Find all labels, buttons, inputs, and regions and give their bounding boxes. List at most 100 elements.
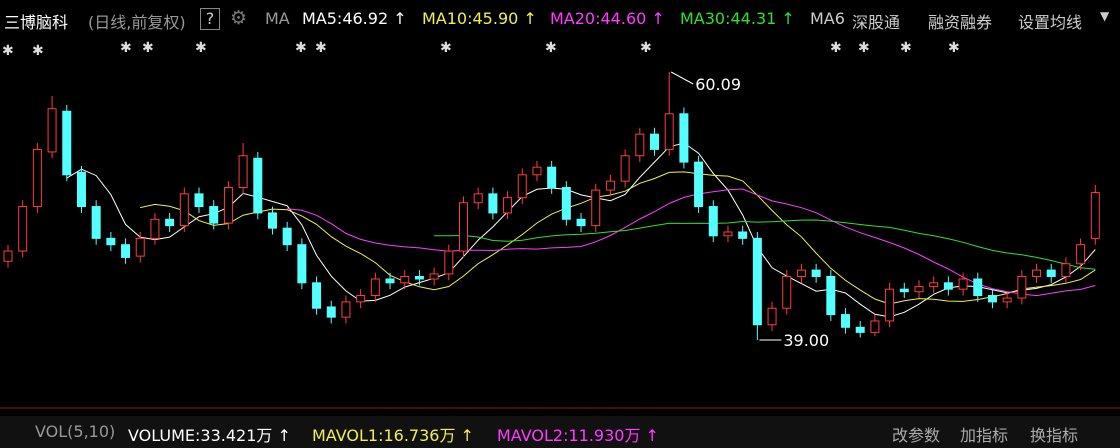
candle-body [870, 320, 880, 333]
ma-legend: MA10:45.90 ↑ [422, 9, 537, 28]
candle-body [165, 218, 175, 227]
svg-text:✱: ✱ [545, 40, 557, 56]
candle-body [1017, 275, 1027, 299]
ma-line [434, 219, 1096, 270]
svg-text:✱: ✱ [120, 40, 132, 56]
candle-body [591, 189, 601, 227]
candle-body [458, 202, 468, 252]
candle-body [444, 250, 454, 275]
ma-line [66, 142, 1096, 318]
volume-legend: MAVOL2:11.930万 ↑ [497, 426, 659, 445]
candle-body [297, 244, 307, 284]
candle-body [885, 288, 895, 322]
candle-body [414, 275, 424, 280]
candle-body [267, 212, 277, 229]
candle-body [503, 197, 513, 214]
help-button[interactable]: ? [200, 8, 220, 30]
candle-body [547, 166, 557, 189]
button[interactable]: 换指标 [1030, 426, 1079, 445]
candle-body [973, 278, 983, 297]
candle-body [811, 269, 821, 277]
candle-body [517, 174, 527, 199]
link[interactable]: 深股通 [852, 13, 901, 32]
svg-text:✱: ✱ [640, 40, 652, 56]
button[interactable]: 改参数 [892, 426, 941, 445]
svg-text:✱: ✱ [948, 40, 960, 56]
annotation: 60.09 [695, 75, 741, 94]
ma-label: MA [265, 9, 290, 28]
candle-body [532, 166, 542, 176]
candle-body [826, 275, 836, 316]
candle-body [664, 113, 674, 150]
svg-text:✱: ✱ [440, 40, 452, 56]
candle-body [18, 206, 28, 252]
candle-body [62, 110, 72, 176]
dropdown-icon[interactable]: ▼ [1100, 9, 1110, 23]
candle-body [488, 193, 498, 214]
link[interactable]: 设置均线 [1018, 13, 1083, 32]
candle-body [914, 286, 924, 293]
button[interactable]: 加指标 [960, 426, 1009, 445]
candle-body [253, 157, 263, 214]
svg-text:✱: ✱ [315, 40, 327, 56]
candle-body [943, 282, 953, 290]
candle-body [238, 155, 248, 189]
candle-body [723, 231, 733, 237]
candle-body [635, 133, 645, 157]
candle-body [679, 113, 689, 163]
annotation: 39.00 [783, 331, 829, 350]
ma-legend: MA20:44.60 ↑ [550, 9, 665, 28]
candle-body [708, 206, 718, 237]
candle-body [282, 227, 292, 246]
candle-body [341, 301, 351, 318]
candle-body [32, 148, 42, 208]
candle-body [620, 155, 630, 182]
svg-text:✱: ✱ [295, 40, 307, 56]
candle-body [1076, 244, 1086, 265]
candle-body [929, 282, 939, 288]
candle-body [841, 314, 851, 328]
candle-body [312, 282, 322, 309]
candle-body [76, 171, 86, 208]
svg-text:✱: ✱ [32, 43, 44, 59]
settings-icon[interactable]: ⚙ [230, 7, 248, 29]
candle-body [1061, 263, 1071, 277]
svg-text:✱: ✱ [858, 40, 870, 56]
candle-body [576, 218, 586, 227]
candle-body [356, 295, 366, 303]
candle-body [958, 278, 968, 290]
candle-body [1002, 297, 1012, 303]
markers: ✱ ✱ ✱ ✱ ✱ ✱ ✱ ✱ ✱ ✱ ✱ ✱ ✱ ✱ [2, 40, 960, 59]
volume-bar-bg [0, 416, 1120, 448]
stock-name: 三博脑科 [4, 13, 69, 32]
candle-body [3, 250, 13, 262]
svg-text:✱: ✱ [142, 40, 154, 56]
candle-body [1090, 192, 1100, 239]
vol-label: VOL(5,10) [35, 422, 116, 441]
candle-body [767, 307, 777, 326]
candle-body [429, 273, 439, 280]
candle-body [1032, 269, 1042, 277]
link[interactable]: 融资融券 [928, 13, 993, 32]
svg-text:✱: ✱ [2, 43, 14, 59]
candle-body [855, 326, 865, 333]
candle-body [473, 193, 483, 204]
candle-body [796, 269, 806, 277]
candle-body [987, 295, 997, 303]
svg-text:✱: ✱ [830, 40, 842, 56]
ma-cut: MA6 [810, 9, 845, 28]
candle-body [1046, 269, 1056, 277]
svg-text:✱: ✱ [195, 40, 207, 56]
candle-body [752, 237, 762, 326]
candle-body [121, 244, 131, 258]
candle-body [370, 278, 380, 297]
candle-body [223, 187, 233, 224]
candle-body [194, 193, 204, 208]
candle-body [106, 237, 116, 246]
candle-body [650, 133, 660, 150]
volume-legend: VOLUME:33.421万 ↑ [128, 426, 291, 445]
volume-legend: MAVOL1:16.736万 ↑ [312, 426, 474, 445]
ma-legend: MA30:44.31 ↑ [680, 9, 795, 28]
